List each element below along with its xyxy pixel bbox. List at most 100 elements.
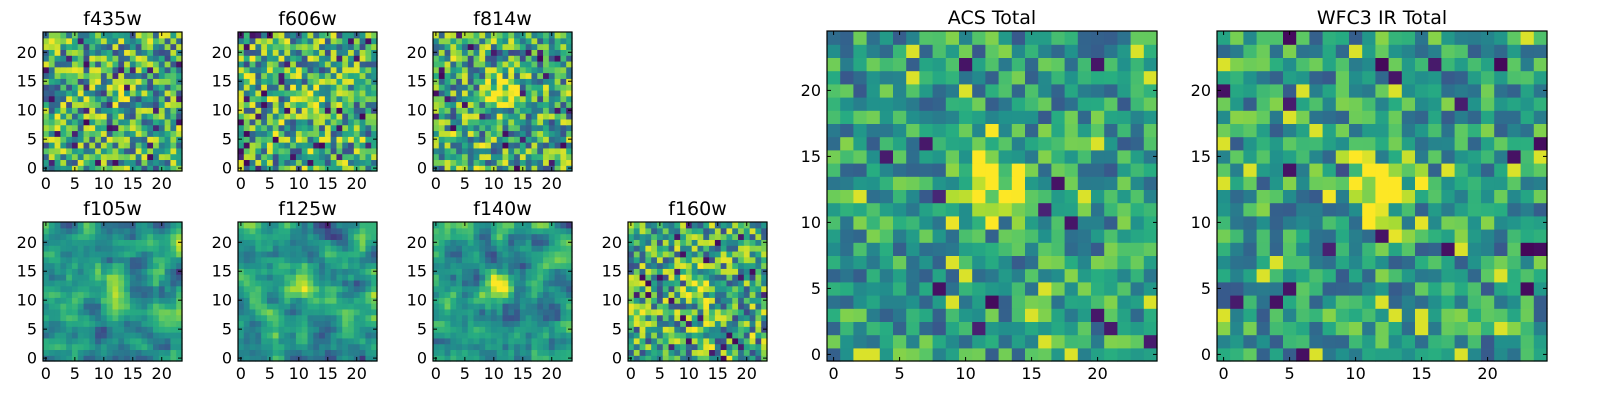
pixel-cell xyxy=(348,337,355,345)
pixel-cell xyxy=(433,332,440,339)
pixel-cell xyxy=(1130,215,1145,230)
pixel-cell xyxy=(60,256,67,264)
pixel-cell xyxy=(319,66,326,74)
pixel-cell xyxy=(176,349,183,356)
pixel-cell xyxy=(531,159,538,166)
pixel-cell xyxy=(176,308,183,316)
pixel-cell xyxy=(1520,334,1535,349)
pixel-cell xyxy=(543,60,550,68)
pixel-cell xyxy=(336,326,343,333)
pixel-cell xyxy=(164,308,172,316)
pixel-cell xyxy=(438,89,446,97)
pixel-cell xyxy=(508,84,515,91)
y-tick-label: 5 xyxy=(27,130,37,149)
pixel-cell xyxy=(479,142,486,149)
pixel-cell xyxy=(307,89,314,97)
pixel-cell xyxy=(261,130,268,137)
pixel-cell xyxy=(919,57,934,72)
pixel-cell xyxy=(170,337,177,345)
pixel-cell xyxy=(77,274,85,281)
pixel-cell xyxy=(353,245,361,252)
pixel-cell xyxy=(703,250,710,258)
pixel-cell xyxy=(1104,110,1118,124)
pixel-cell xyxy=(255,268,262,275)
pixel-cell xyxy=(537,262,544,269)
pixel-cell xyxy=(720,245,728,252)
pixel-cell xyxy=(330,279,338,287)
pixel-cell xyxy=(353,297,361,304)
pixel-cell xyxy=(54,320,61,327)
pixel-cell xyxy=(473,84,480,91)
pixel-cell xyxy=(450,256,457,264)
pixel-cell xyxy=(444,113,451,120)
pixel-cell xyxy=(1077,57,1092,72)
pixel-cell xyxy=(543,78,550,85)
pixel-cell xyxy=(249,147,256,155)
pixel-cell xyxy=(89,118,96,126)
pixel-cell xyxy=(100,113,108,120)
pixel-cell xyxy=(1104,149,1118,164)
pixel-cell xyxy=(66,332,73,339)
pixel-cell xyxy=(243,136,251,143)
pixel-cell xyxy=(761,285,768,293)
pixel-cell xyxy=(879,44,894,58)
pixel-cell xyxy=(639,279,646,287)
pixel-cell xyxy=(543,118,550,126)
pixel-cell xyxy=(998,31,1013,45)
pixel-cell xyxy=(749,222,757,229)
pixel-cell xyxy=(95,78,102,85)
pixel-cell xyxy=(153,84,160,91)
pixel-cell xyxy=(485,308,492,316)
pixel-cell xyxy=(290,107,297,114)
pixel-cell xyxy=(1011,268,1026,283)
pixel-cell xyxy=(461,72,469,79)
pixel-cell xyxy=(249,256,256,264)
pixel-cell xyxy=(261,314,268,322)
pixel-cell xyxy=(71,72,79,79)
pixel-cell xyxy=(906,229,920,243)
pixel-cell xyxy=(932,31,947,45)
pixel-cell xyxy=(100,285,108,293)
pixel-cell xyxy=(238,72,245,79)
pixel-cell xyxy=(342,222,349,229)
pixel-cell xyxy=(295,130,303,137)
pixel-cell xyxy=(656,262,664,269)
pixel-cell xyxy=(176,233,183,240)
pixel-cell xyxy=(972,163,986,177)
pixel-cell xyxy=(438,343,446,351)
pixel-cell xyxy=(176,256,183,264)
pixel-cell xyxy=(324,66,332,74)
pixel-cell xyxy=(656,274,664,281)
pixel-cell xyxy=(153,250,160,258)
pixel-cell xyxy=(490,326,498,333)
pixel-cell xyxy=(359,320,367,327)
pixel-cell xyxy=(519,130,527,137)
pixel-cell xyxy=(720,222,728,229)
pixel-cell xyxy=(170,118,177,126)
pixel-cell xyxy=(100,303,108,310)
pixel-cell xyxy=(284,227,291,235)
pixel-cell xyxy=(118,89,125,97)
pixel-cell xyxy=(548,72,556,79)
pixel-cell xyxy=(89,291,96,298)
pixel-cell xyxy=(278,72,285,79)
pixel-cell xyxy=(307,274,314,281)
pixel-cell xyxy=(560,153,567,161)
pixel-cell xyxy=(919,70,934,85)
pixel-cell xyxy=(680,314,687,322)
pixel-cell xyxy=(490,303,498,310)
pixel-cell xyxy=(1011,347,1026,362)
pixel-cell xyxy=(537,66,544,74)
pixel-cell xyxy=(106,326,114,333)
pixel-cell xyxy=(691,314,699,322)
pixel-cell xyxy=(1091,97,1105,111)
pixel-cell xyxy=(755,285,762,293)
pixel-cell xyxy=(266,279,274,287)
pixel-cell xyxy=(972,110,986,124)
pixel-cell xyxy=(1025,123,1039,138)
pixel-cell xyxy=(255,147,262,155)
pixel-cell xyxy=(697,274,704,281)
pixel-cell xyxy=(290,49,297,56)
pixel-cell xyxy=(153,291,160,298)
pixel-cell xyxy=(514,239,521,246)
